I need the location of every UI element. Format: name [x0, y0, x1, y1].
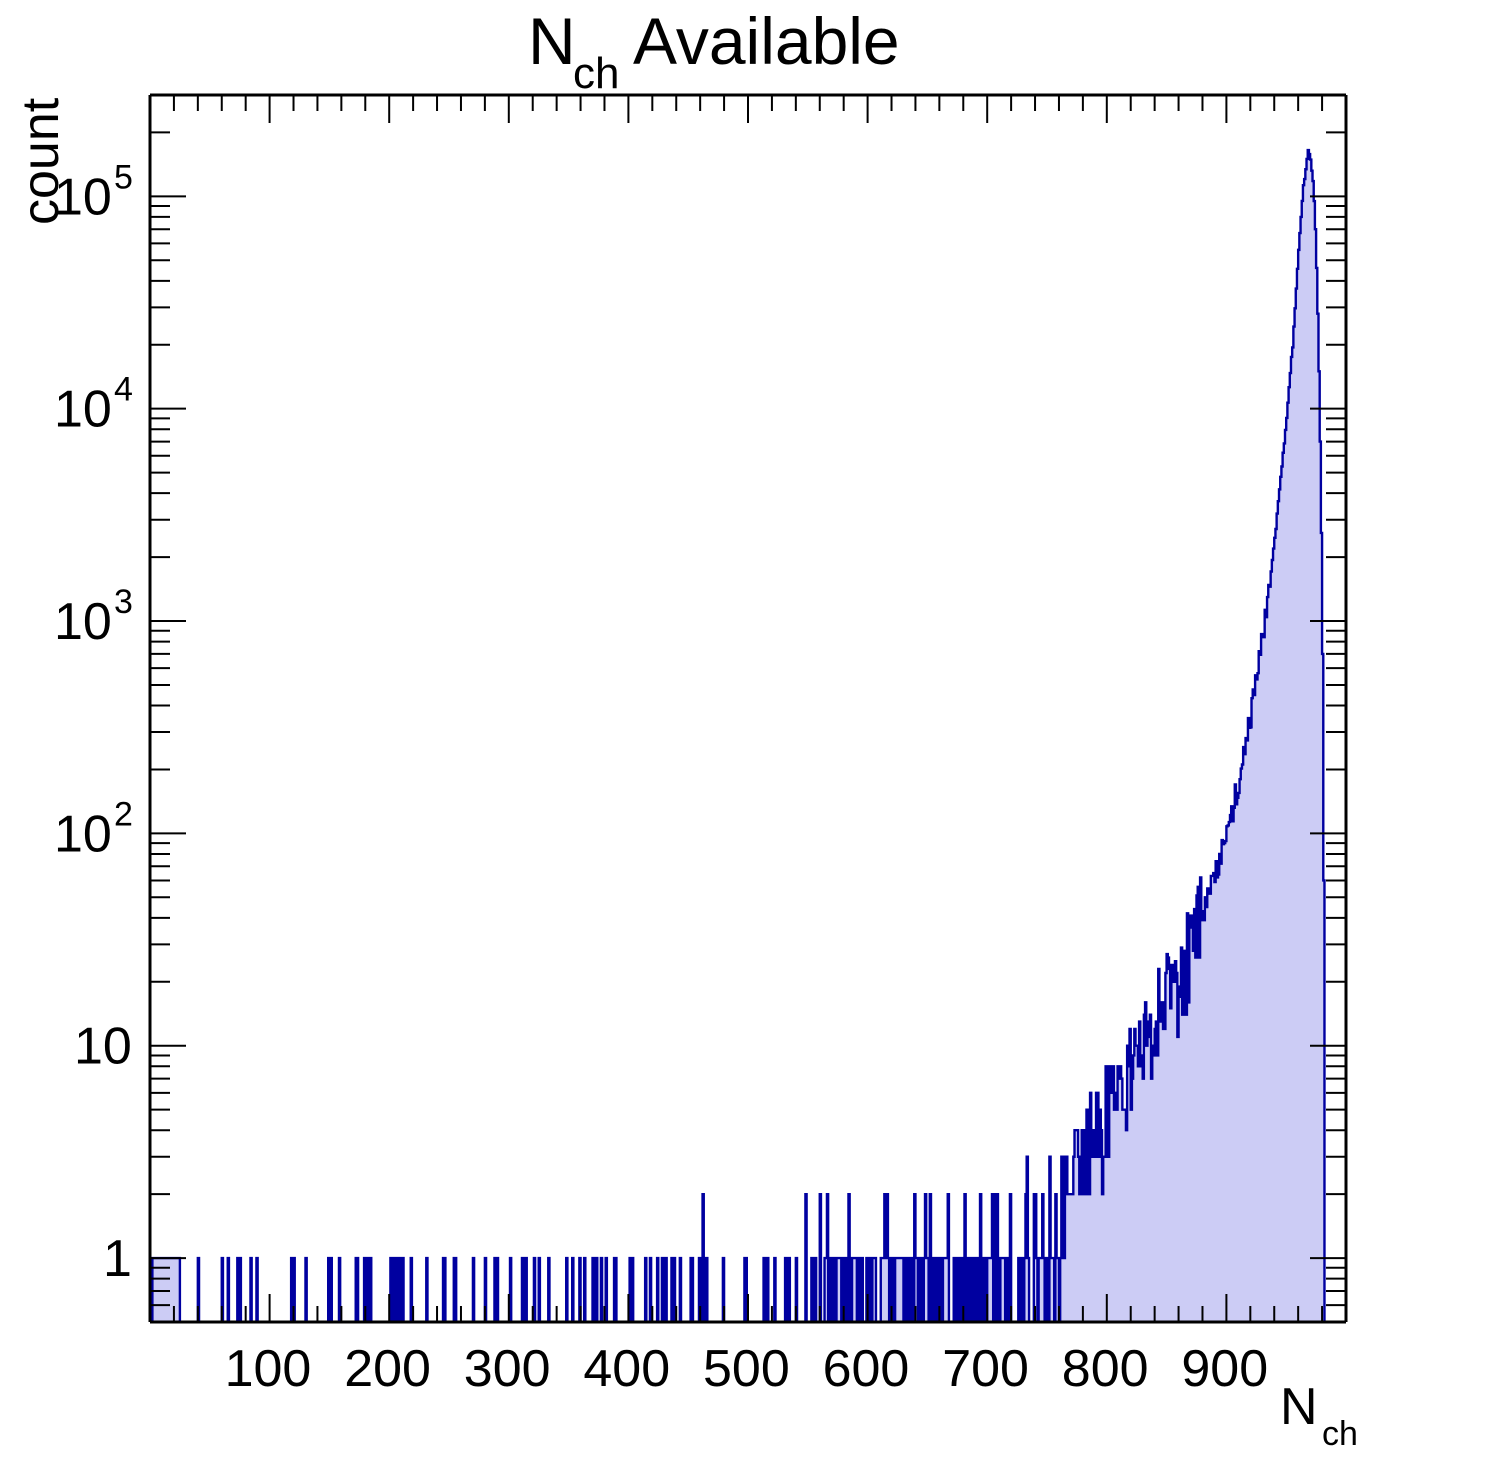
x-tick-label: 800	[1062, 1340, 1149, 1398]
plot-title-subscript: ch	[573, 49, 619, 98]
y-tick-label: 10	[54, 805, 112, 863]
x-tick-label: 700	[942, 1340, 1029, 1398]
plot-title: N ch Available	[528, 4, 900, 98]
y-tick-label-exponent: 2	[114, 795, 133, 833]
y-tick-label-exponent: 5	[114, 158, 133, 196]
x-tick-label: 200	[344, 1340, 431, 1398]
y-tick-label: 1	[103, 1230, 132, 1288]
y-tick-label: 10	[54, 593, 112, 651]
y-axis-title-text: count	[12, 97, 70, 225]
y-tick-label: 10	[54, 168, 112, 226]
y-tick-label-exponent: 3	[114, 583, 133, 621]
y-tick-label-exponent: 4	[114, 371, 133, 409]
y-tick-label: 10	[54, 381, 112, 439]
x-axis-title-subscript: ch	[1322, 1415, 1358, 1453]
x-axis-ticks	[149, 95, 1347, 1322]
x-tick-label: 400	[583, 1340, 670, 1398]
plot-title-main: N	[528, 4, 576, 78]
x-tick-label: 600	[823, 1340, 910, 1398]
x-axis-title-main: N	[1280, 1378, 1318, 1436]
x-tick-label: 900	[1181, 1340, 1268, 1398]
histogram-fill	[152, 150, 1325, 1322]
y-axis-ticks	[150, 94, 1346, 1323]
y-axis-title: count	[12, 97, 70, 225]
x-tick-label: 500	[703, 1340, 790, 1398]
x-tick-label: 100	[225, 1340, 312, 1398]
x-axis-title: N ch	[1280, 1378, 1358, 1453]
plot-title-rest: Available	[633, 4, 900, 78]
x-tick-label: 300	[464, 1340, 551, 1398]
x-axis-tick-labels: 100 200 300 400 500 600 700 800 900	[225, 1340, 1269, 1398]
y-tick-label: 10	[74, 1018, 132, 1076]
